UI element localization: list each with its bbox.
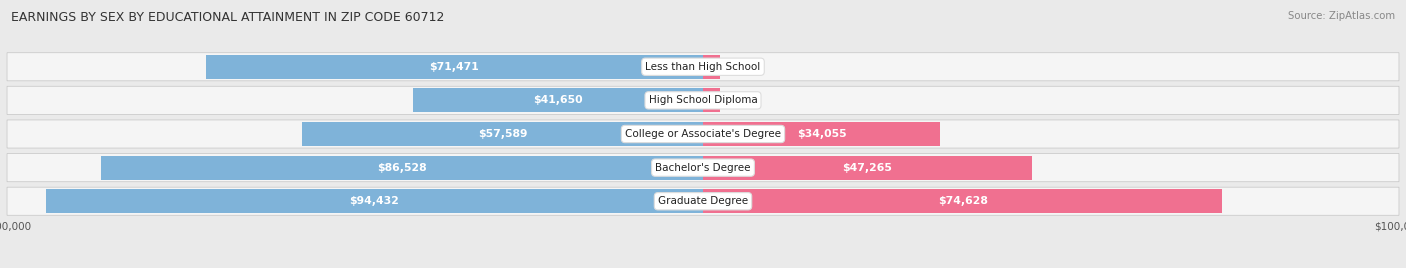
Bar [703,88,720,113]
Bar [101,155,703,180]
Bar [413,88,703,113]
Text: College or Associate's Degree: College or Associate's Degree [626,129,780,139]
Text: High School Diploma: High School Diploma [648,95,758,105]
Bar [703,189,1222,213]
FancyBboxPatch shape [7,120,1399,148]
Text: Bachelor's Degree: Bachelor's Degree [655,163,751,173]
Bar [302,122,703,146]
FancyBboxPatch shape [7,154,1399,182]
Text: Less than High School: Less than High School [645,62,761,72]
Text: Graduate Degree: Graduate Degree [658,196,748,206]
Text: $74,628: $74,628 [938,196,987,206]
Text: $71,471: $71,471 [429,62,479,72]
FancyBboxPatch shape [7,86,1399,114]
FancyBboxPatch shape [7,187,1399,215]
Text: $41,650: $41,650 [533,95,583,105]
Bar [703,122,941,146]
Text: EARNINGS BY SEX BY EDUCATIONAL ATTAINMENT IN ZIP CODE 60712: EARNINGS BY SEX BY EDUCATIONAL ATTAINMEN… [11,11,444,24]
Bar [703,155,1032,180]
Text: $0: $0 [728,95,742,105]
Bar [703,55,720,79]
Text: Source: ZipAtlas.com: Source: ZipAtlas.com [1288,11,1395,21]
Text: $57,589: $57,589 [478,129,527,139]
Bar [46,189,703,213]
Text: $94,432: $94,432 [350,196,399,206]
FancyBboxPatch shape [7,53,1399,81]
Bar [205,55,703,79]
Text: $47,265: $47,265 [842,163,893,173]
Text: $0: $0 [728,62,742,72]
Text: $34,055: $34,055 [797,129,846,139]
Text: $86,528: $86,528 [377,163,426,173]
